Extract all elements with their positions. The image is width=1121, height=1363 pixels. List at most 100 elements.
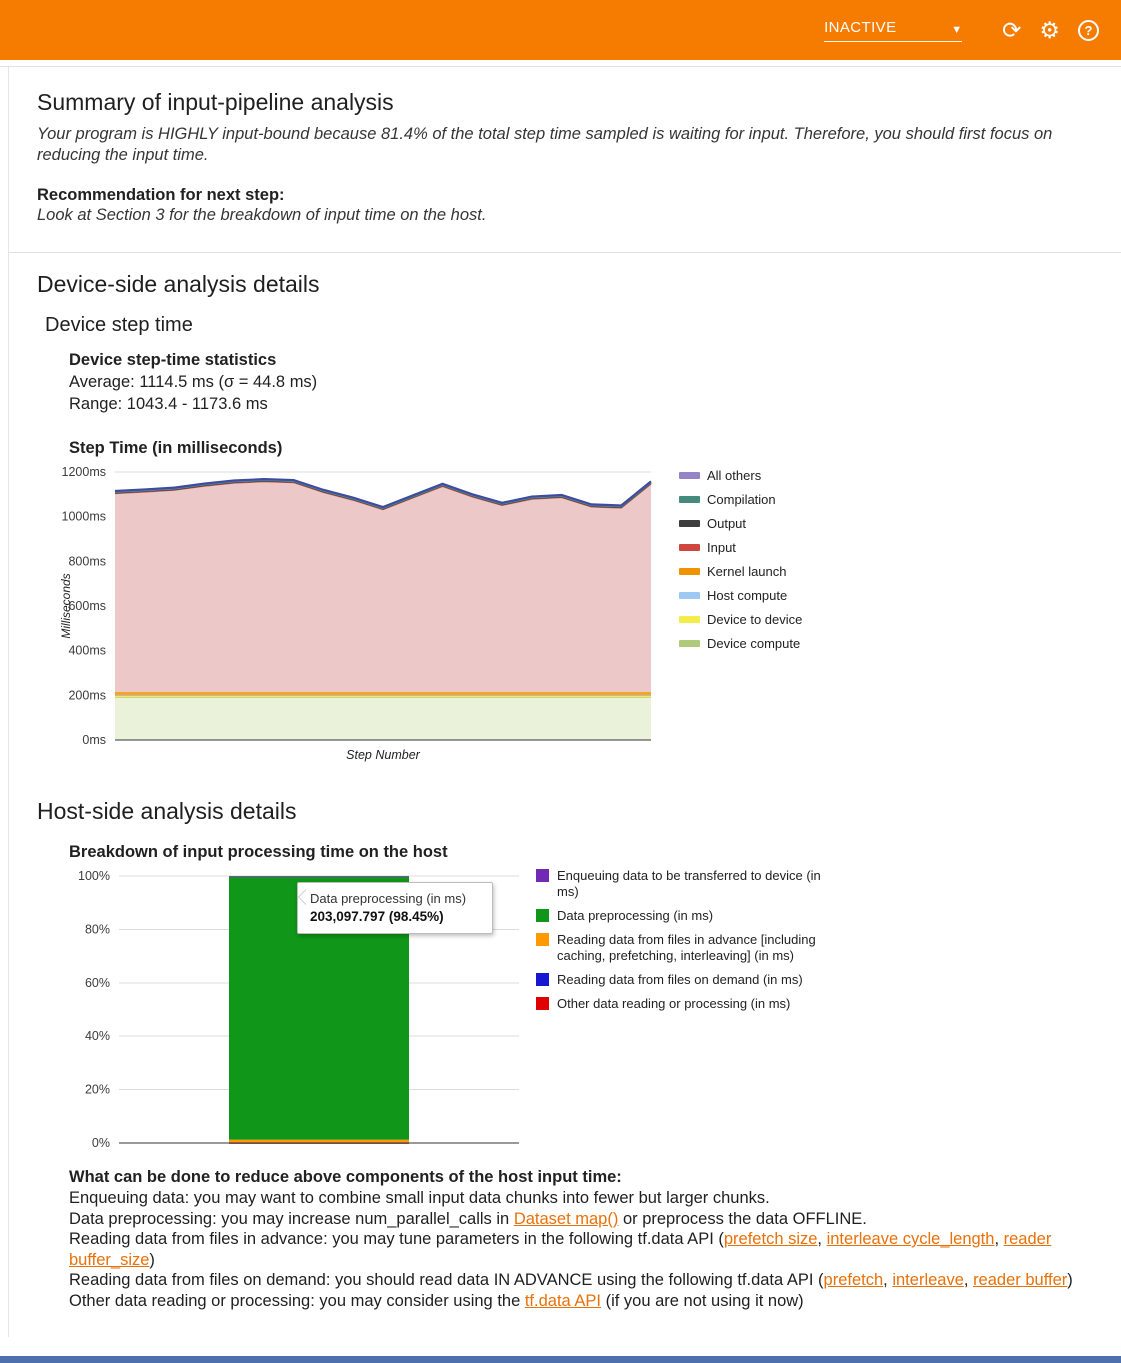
tooltip-value: 203,097.797 (98.45%) <box>310 909 444 924</box>
legend-swatch <box>679 592 700 599</box>
tooltip-title: Data preprocessing (in ms) <box>310 891 467 906</box>
chevron-down-icon: ▼ <box>951 23 963 36</box>
svg-text:600ms: 600ms <box>68 599 106 613</box>
stats-range: Range: 1043.4 - 1173.6 ms <box>69 395 268 413</box>
svg-text:20%: 20% <box>85 1083 110 1097</box>
legend-label: All others <box>707 468 762 483</box>
stats-average: Average: 1114.5 ms (σ = 44.8 ms) <box>69 373 318 391</box>
host-chart-title: Breakdown of input processing time on th… <box>69 843 448 861</box>
advice-link[interactable]: Dataset map() <box>513 1209 619 1228</box>
svg-text:1200ms: 1200ms <box>62 465 106 479</box>
advice-text: (if you are not using it now) <box>600 1291 804 1310</box>
legend-item: Compilation <box>679 492 802 507</box>
svg-text:40%: 40% <box>85 1029 110 1043</box>
device-analysis-section: Device-side analysis details Device step… <box>9 271 1121 764</box>
recommendation-body: Look at Section 3 for the breakdown of i… <box>37 206 487 224</box>
advice-line: Other data reading or processing: you ma… <box>69 1291 1091 1312</box>
advice-text: Other data reading or processing: you ma… <box>69 1291 525 1310</box>
advice-line: Enqueuing data: you may want to combine … <box>69 1188 1091 1209</box>
legend-label: Data preprocessing (in ms) <box>557 908 714 923</box>
svg-text:400ms: 400ms <box>68 644 106 658</box>
legend-label: Device compute <box>707 636 801 651</box>
header-divider <box>0 66 1121 67</box>
advice-text: ) <box>149 1250 155 1269</box>
legend-swatch <box>679 568 700 575</box>
host-advice: What can be done to reduce above compone… <box>69 1166 1091 1311</box>
svg-text:1000ms: 1000ms <box>62 510 106 524</box>
advice-text: Reading data from files on demand: you s… <box>69 1271 824 1289</box>
svg-text:60%: 60% <box>85 976 110 990</box>
advice-text: , <box>963 1271 974 1289</box>
legend-item: Data preprocessing (in ms) <box>536 908 846 924</box>
legend-swatch <box>679 640 700 647</box>
refresh-icon: ⟳ <box>1002 16 1022 43</box>
section-divider <box>9 252 1121 253</box>
legend-label: Host compute <box>707 588 788 603</box>
legend-label: Other data reading or processing (in ms) <box>557 996 791 1011</box>
next-section-bar[interactable] <box>0 1356 1121 1363</box>
advice-text: , <box>883 1271 893 1289</box>
recommendation-label: Recommendation for next step: <box>37 186 285 204</box>
advice-link[interactable]: interleave <box>892 1271 964 1289</box>
advice-text: Data preprocessing: you may increase num… <box>69 1209 514 1228</box>
advice-link[interactable]: reader buffer <box>973 1271 1068 1289</box>
chart-tooltip: Data preprocessing (in ms) 203,097.797 (… <box>297 882 493 934</box>
advice-link[interactable]: prefetch <box>823 1271 884 1289</box>
main-content: Summary of input-pipeline analysis Your … <box>8 67 1121 1337</box>
legend-item: Input <box>679 540 802 555</box>
device-chart-title: Step Time (in milliseconds) <box>69 439 283 457</box>
legend-label: Compilation <box>707 492 776 507</box>
advice-line: Reading data from files on demand: you s… <box>69 1270 1091 1291</box>
advice-text: or preprocess the data OFFLINE. <box>618 1209 867 1228</box>
legend-swatch <box>679 496 700 503</box>
svg-text:Step Number: Step Number <box>346 748 420 762</box>
legend-item: Kernel launch <box>679 564 802 579</box>
legend-item: Reading data from files in advance [incl… <box>536 932 846 964</box>
app-header: INACTIVE ▼ ⟳ ⚙ ? <box>0 0 1121 60</box>
svg-text:100%: 100% <box>78 869 110 883</box>
advice-link[interactable]: interleave cycle_length <box>826 1230 995 1248</box>
svg-text:80%: 80% <box>85 922 110 936</box>
svg-text:800ms: 800ms <box>68 554 106 568</box>
device-step-time-title: Device step time <box>45 314 193 336</box>
device-chart-area: 0ms 200ms 400ms 600ms 800ms 1000ms 1200ms Step … <box>57 462 1101 764</box>
advice-text: Reading data from files in advance: you … <box>69 1230 724 1248</box>
refresh-button[interactable]: ⟳ <box>1002 16 1021 44</box>
advice-text: ) <box>1067 1271 1073 1289</box>
advice-text: , <box>817 1230 827 1248</box>
device-section-title: Device-side analysis details <box>37 271 320 297</box>
advice-link[interactable]: tf.data API <box>524 1291 601 1310</box>
stats-title: Device step-time statistics <box>69 351 277 369</box>
legend-label: Enqueuing data to be transferred to devi… <box>557 868 821 899</box>
legend-label: Output <box>707 516 747 531</box>
advice-link[interactable]: prefetch size <box>723 1230 818 1248</box>
legend-swatch <box>536 997 549 1010</box>
legend-swatch <box>536 933 549 946</box>
advice-lines: Enqueuing data: you may want to combine … <box>69 1188 1091 1311</box>
host-analysis-section: Host-side analysis details Breakdown of … <box>9 798 1121 1311</box>
legend-item: Device to device <box>679 612 802 627</box>
legend-label: Reading data from files on demand (in ms… <box>557 972 803 987</box>
legend-item: Reading data from files on demand (in ms… <box>536 972 846 988</box>
device-chart-legend: All others Compilation Output Input Kernel l… <box>679 468 802 660</box>
legend-label: Input <box>707 540 736 555</box>
legend-swatch <box>536 909 549 922</box>
legend-swatch <box>536 973 549 986</box>
legend-swatch <box>679 544 700 551</box>
advice-link[interactable]: reader buffer_size <box>69 1230 1052 1269</box>
help-icon: ? <box>1078 19 1099 41</box>
legend-item: Host compute <box>679 588 802 603</box>
legend-swatch <box>679 472 700 479</box>
legend-item: Output <box>679 516 802 531</box>
device-step-time-chart[interactable]: 0ms 200ms 400ms 600ms 800ms 1000ms 1200ms Step … <box>57 462 669 764</box>
legend-label: Kernel launch <box>707 564 787 579</box>
advice-line: Data preprocessing: you may increase num… <box>69 1209 1091 1230</box>
legend-swatch <box>679 520 700 527</box>
help-button[interactable]: ? <box>1078 16 1099 44</box>
settings-button[interactable]: ⚙ <box>1039 16 1060 44</box>
svg-text:0%: 0% <box>92 1136 110 1150</box>
legend-swatch <box>679 616 700 623</box>
run-status-dropdown[interactable]: INACTIVE ▼ <box>824 19 963 42</box>
advice-line: Reading data from files in advance: you … <box>69 1229 1091 1270</box>
advice-title: What can be done to reduce above compone… <box>69 1168 622 1186</box>
